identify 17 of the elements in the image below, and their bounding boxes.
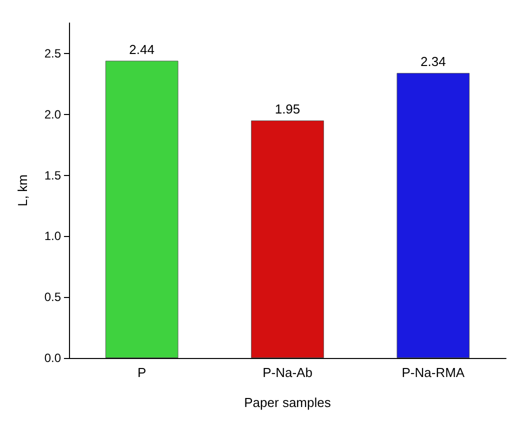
x-tick-label: P	[137, 365, 146, 380]
bar	[105, 60, 178, 358]
y-tick-label: 2.5	[44, 46, 62, 60]
data-label: 2.44	[129, 42, 154, 57]
y-tick-label: 0.5	[44, 290, 62, 304]
y-tick-label: 0.0	[44, 351, 62, 365]
bar	[251, 120, 324, 358]
bar	[396, 72, 470, 358]
y-tick-label: 1.0	[44, 229, 62, 244]
x-tick-label: P-Na-RMA	[402, 365, 465, 380]
y-tick-label: 2.0	[44, 107, 62, 122]
x-tick-label: P-Na-Ab	[262, 365, 312, 380]
data-label: 1.95	[274, 101, 300, 116]
y-tick-label: 1.5	[44, 168, 62, 182]
data-label: 2.34	[420, 54, 446, 69]
x-axis-title: Paper samples	[244, 395, 332, 410]
y-axis-title: L, km	[15, 174, 30, 206]
